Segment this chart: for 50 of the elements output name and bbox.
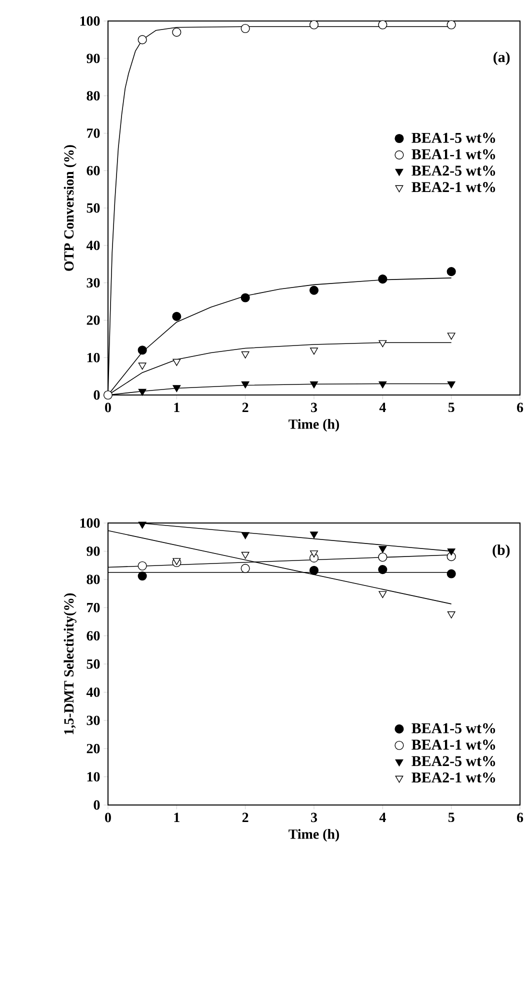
x-tick-label: 1	[174, 812, 180, 822]
legend-label: BEA2-1 wt%	[412, 772, 496, 783]
y-tick-label: 90	[86, 546, 100, 556]
y-tick-label: 10	[87, 772, 100, 782]
x-tick-label: 1	[174, 402, 180, 412]
y-tick-label: 30	[86, 278, 100, 288]
y-tick-label: 0	[94, 390, 100, 400]
y-tick-label: 80	[86, 91, 100, 101]
y-tick-label: 20	[86, 315, 100, 325]
y-tick-label: 0	[94, 800, 100, 810]
x-tick-label: 0	[105, 402, 111, 412]
y-tick-label: 30	[86, 716, 100, 726]
x-tick-label: 4	[379, 812, 386, 822]
y-tick-label: 90	[86, 54, 100, 64]
y-tick-label: 10	[87, 352, 100, 362]
y-tick-label: 70	[87, 602, 100, 612]
y-tick-label: 100	[80, 518, 100, 528]
y-tick-label: 70	[87, 128, 100, 138]
legend-label: BEA2-5 wt%	[412, 756, 496, 766]
legend-label: BEA1-1 wt%	[412, 740, 496, 750]
annotation: (b)	[492, 544, 510, 558]
legend-label: BEA1-1 wt%	[412, 149, 496, 160]
y-tick-label: 40	[86, 688, 100, 697]
x-tick-label: 3	[311, 402, 318, 412]
y-tick-label: 80	[86, 574, 100, 584]
x-tick-label: 6	[517, 402, 524, 412]
x-tick-label: 5	[448, 812, 454, 822]
annotation: (a)	[494, 52, 510, 66]
y-tick-label: 40	[86, 240, 100, 250]
x-tick-label: 2	[242, 812, 248, 822]
y-tick-label: 50	[86, 659, 100, 669]
legend-label: BEA2-1 wt%	[412, 182, 496, 192]
x-tick-label: 6	[517, 812, 524, 822]
x-tick-label: 3	[311, 812, 318, 822]
x-axis-title: Time (h)	[288, 829, 340, 842]
x-tick-label: 0	[105, 812, 111, 822]
legend-label: BEA1-5 wt%	[412, 723, 496, 734]
y-tick-label: 60	[86, 166, 100, 176]
x-tick-label: 4	[379, 402, 386, 412]
y-tick-label: 20	[86, 744, 100, 754]
x-axis-title: Time (h)	[288, 419, 340, 432]
x-tick-label: 5	[448, 402, 454, 412]
y-tick-label: 100	[80, 16, 100, 26]
y-tick-label: 50	[86, 203, 100, 213]
legend-label: BEA1-5 wt%	[412, 132, 496, 143]
legend-label: BEA2-5 wt%	[412, 166, 496, 176]
y-tick-label: 60	[86, 631, 100, 641]
y-axis-title: 1,5-DMT Selectivity(%)	[64, 593, 76, 734]
y-axis-title: OTP Conversion (%)	[64, 145, 76, 271]
x-tick-label: 2	[242, 402, 248, 412]
